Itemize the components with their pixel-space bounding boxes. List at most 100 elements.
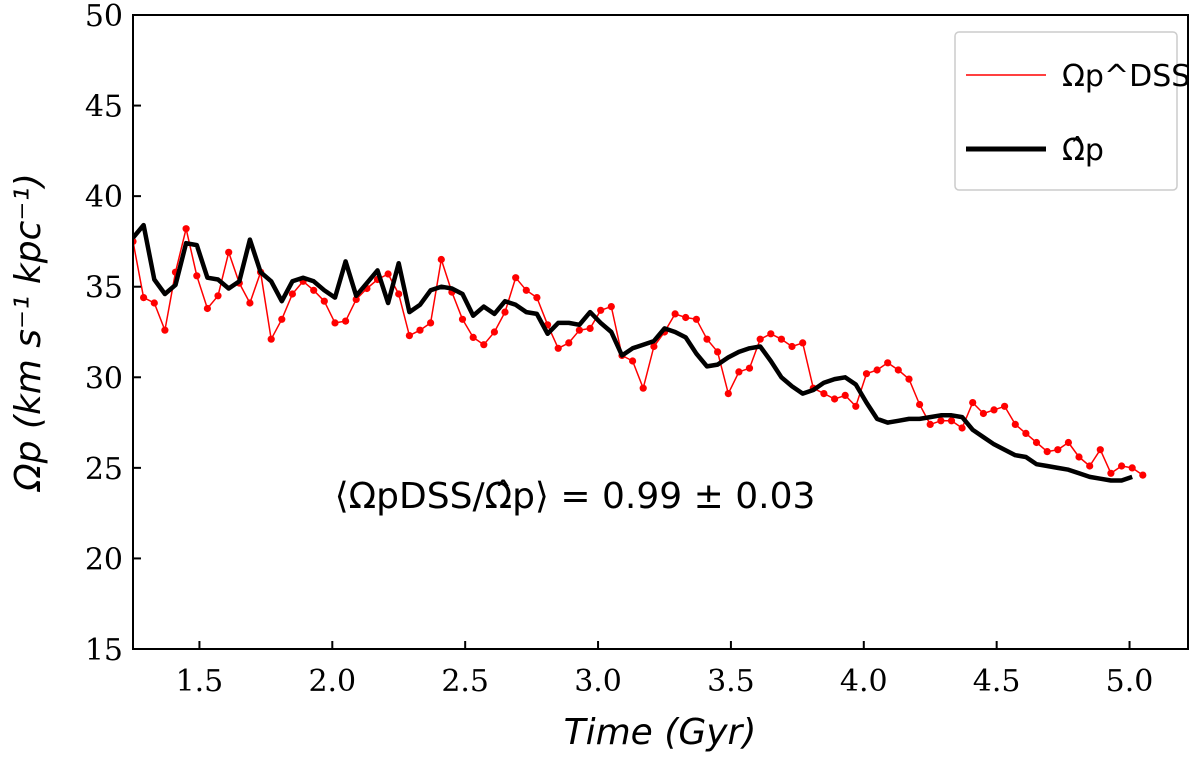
x-axis-ticks: 1.5 2.0 2.5 3.0 3.5 4.0 4.5 5.0 [176, 641, 1153, 699]
omega-dss-point-6 [193, 272, 201, 280]
omega-dss-point-18 [320, 297, 328, 305]
omega-dss-point-3 [161, 326, 169, 334]
ratio-annotation: ⟨ΩpDSS/Ω̂p⟩ = 0.99 ± 0.03 [335, 476, 816, 517]
omega-dss-point-80 [979, 409, 988, 418]
omega-dss-point-54 [703, 335, 711, 343]
x-tick-label-4: 3.5 [707, 664, 755, 699]
legend-label-omega-hat: Ω̂p [1062, 133, 1104, 168]
omega-dss-point-90 [1086, 462, 1094, 470]
omega-dss-point-36 [512, 274, 520, 282]
omega-dss-point-83 [1011, 420, 1019, 428]
omega-dss-point-27 [416, 326, 424, 334]
omega-dss-point-71 [884, 359, 892, 367]
omega-dss-point-9 [225, 248, 233, 256]
omega-dss-point-41 [565, 339, 573, 347]
omega-dss-point-89 [1075, 453, 1083, 461]
omega-dss-point-70 [873, 366, 881, 374]
x-tick-label-5: 4.0 [840, 664, 888, 699]
omega-dss-point-81 [990, 406, 998, 414]
omega-dss-point-8 [214, 292, 222, 300]
plot-frame [132, 14, 1189, 650]
x-tick-label-6: 4.5 [973, 664, 1021, 699]
omega-dss-point-53 [692, 315, 701, 323]
omega-dss-point-15 [288, 290, 296, 298]
omega-dss-point-1 [140, 294, 148, 302]
legend: Ωp^DSS Ω̂p [954, 31, 1190, 191]
series-omega-hat [133, 222, 1133, 483]
omega-dss-point-7 [203, 304, 211, 313]
omega-dss-point-13 [267, 335, 275, 343]
plot-area [133, 222, 1147, 483]
omega-dss-point-88 [1064, 438, 1072, 447]
omega-dss-point-47 [629, 357, 637, 365]
omega-dss-point-31 [458, 315, 467, 323]
omega-dss-point-67 [841, 391, 849, 399]
omega-dss-point-68 [852, 402, 860, 410]
y-tick-label-0: 15 [85, 633, 123, 668]
omega-dss-point-26 [405, 332, 413, 340]
y-tick-label-7: 50 [85, 0, 123, 34]
series-omega-dss [133, 227, 1144, 476]
omega-dss-point-29 [437, 255, 445, 264]
omega-dss-point-76 [937, 417, 945, 425]
omega-dss-point-78 [958, 424, 966, 432]
omega-dss-point-25 [395, 290, 403, 298]
omega-dss-point-55 [714, 348, 722, 356]
y-tick-label-2: 25 [85, 452, 123, 487]
omega-dss-point-35 [501, 308, 509, 316]
x-tick-label-2: 2.5 [441, 664, 489, 699]
omega-dss-point-19 [331, 319, 339, 327]
omega-dss-point-44 [597, 306, 605, 314]
omega-dss-point-20 [342, 317, 350, 325]
omega-dss-point-87 [1054, 446, 1062, 454]
omega-dss-point-32 [469, 333, 477, 341]
omega-dss-point-38 [533, 294, 541, 302]
omega-dss-point-5 [182, 225, 190, 233]
omega-dss-point-48 [639, 384, 647, 392]
omega-dss-point-14 [278, 315, 286, 323]
series-omega-dss-markers [133, 225, 1147, 479]
omega-dss-point-40 [554, 344, 562, 352]
x-tick-label-3: 3.0 [574, 664, 622, 699]
x-tick-label-1: 2.0 [308, 664, 356, 699]
omega-dss-point-63 [799, 339, 807, 347]
omega-dss-point-45 [607, 303, 615, 311]
series-omega-dss-line [133, 227, 1144, 476]
omega-dss-point-11 [246, 299, 254, 307]
omega-dss-point-77 [947, 417, 956, 425]
omega-dss-point-74 [916, 400, 924, 409]
omega-dss-point-86 [1043, 448, 1051, 456]
omega-dss-point-75 [926, 420, 934, 428]
series-omega-hat-line [133, 222, 1133, 483]
omega-dss-point-56 [724, 390, 732, 398]
omega-dss-point-61 [777, 335, 786, 343]
omega-dss-point-92 [1107, 469, 1115, 477]
omega-dss-point-28 [427, 319, 435, 327]
omega-dss-point-43 [586, 324, 594, 332]
omega-dss-point-33 [480, 341, 488, 349]
omega-dss-point-57 [735, 368, 743, 376]
omega-dss-point-51 [671, 310, 679, 318]
y-tick-label-3: 30 [85, 361, 123, 396]
omega-dss-point-93 [1118, 462, 1126, 470]
legend-label-omega-dss: Ωp^DSS [1062, 59, 1190, 94]
omega-dss-point-37 [522, 286, 530, 294]
omega-dss-point-73 [905, 375, 913, 383]
omega-dss-point-59 [756, 335, 764, 343]
omega-dss-point-85 [1032, 438, 1041, 447]
y-tick-label-1: 20 [85, 542, 123, 577]
x-axis-label: Time (Gyr) [564, 712, 757, 753]
omega-dss-point-2 [150, 299, 158, 307]
omega-dss-point-94 [1128, 464, 1136, 472]
omega-dss-point-79 [969, 399, 977, 407]
omega-dss-point-49 [650, 342, 658, 351]
x-tick-label-0: 1.5 [176, 664, 224, 699]
omega-dss-point-58 [745, 364, 754, 372]
omega-dss-point-60 [767, 330, 775, 338]
omega-dss-point-52 [682, 313, 690, 322]
omega-dss-point-72 [894, 366, 902, 374]
y-axis-label: Ωp (km s⁻¹ kpc⁻¹) [8, 173, 49, 493]
y-tick-label-5: 40 [85, 180, 123, 215]
omega-dss-point-82 [1001, 402, 1009, 410]
